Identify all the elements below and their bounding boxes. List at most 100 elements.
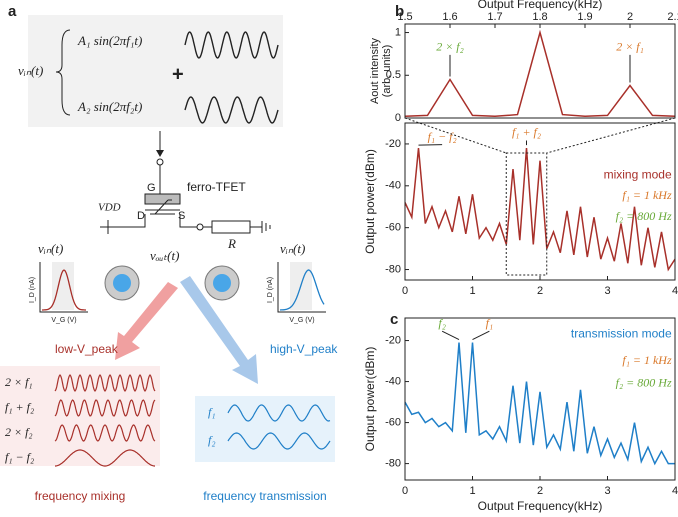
annotation: f₁ + f₂	[512, 125, 541, 139]
gate-terminal	[156, 158, 164, 166]
waveform	[54, 399, 156, 417]
x-tick-label: 1	[469, 485, 475, 497]
ferro-layer	[144, 193, 181, 205]
annotation: f₂	[438, 316, 446, 330]
axis	[277, 262, 326, 313]
axis-label: I_D (nA)	[29, 277, 36, 303]
y-axis-label: Output power(dBm)	[363, 149, 377, 254]
y-axis-label: (arb. units)	[381, 45, 393, 98]
y-tick-label: -80	[385, 458, 401, 470]
axis	[39, 262, 88, 313]
x-tick-label: 3	[604, 485, 610, 497]
mode-label: low-V_peak	[55, 342, 119, 356]
x-tick-label: 0	[402, 485, 408, 497]
y-tick-label: -20	[385, 334, 401, 346]
row-label: f₂	[208, 433, 216, 447]
drain-label: D	[137, 210, 145, 222]
output-label: vₒᵤₜ(t)	[150, 248, 179, 263]
resistor-label: R	[227, 236, 236, 251]
waveform	[184, 31, 279, 59]
mode-label: high-V_peak	[270, 342, 338, 356]
y-tick-label: -20	[385, 138, 401, 150]
x-tick-label: 2.1	[667, 11, 678, 23]
waveform	[184, 96, 279, 124]
resistor	[211, 220, 251, 234]
transfer-curve	[42, 269, 86, 311]
domain-icon	[113, 274, 131, 292]
waveform	[54, 424, 156, 442]
annotation: mixing mode	[604, 168, 672, 182]
x-tick-label: 1.6	[442, 11, 457, 23]
series-line	[404, 148, 676, 272]
annotation: 2 × f₁	[616, 40, 644, 54]
series-line	[404, 342, 675, 466]
caption: frequency mixing	[35, 489, 126, 503]
input-label: vᵢₙ(t)	[280, 241, 305, 256]
waveform	[227, 404, 331, 422]
annotation: 2 × f₂	[436, 40, 464, 54]
x-tick-label: 1.7	[487, 11, 502, 23]
row-label: 2 × f₂	[5, 425, 33, 439]
y-axis-label: Output power(dBm)	[363, 347, 377, 452]
panel-label: a	[8, 3, 17, 20]
plots: 1.5 1.6 1.7 1.8 1.9 2 2.1 0 0.5 1 Output Frequency…	[363, 0, 678, 513]
arrow-head	[156, 150, 164, 157]
annotation-arrow	[441, 330, 460, 341]
plot-frame	[404, 23, 676, 119]
input-box	[28, 15, 283, 127]
annotation: f₁	[486, 316, 494, 330]
row-label: 2 × f₁	[5, 375, 33, 389]
input-label: vᵢₙ(t)	[38, 241, 63, 256]
zoom-box	[505, 152, 548, 276]
x-axis-label: Output Frequency(kHz)	[478, 0, 603, 11]
device-label: ferro-TFET	[187, 180, 246, 194]
input-label: vᵢₙ(t)	[18, 63, 43, 78]
window	[52, 262, 74, 310]
panel-label: c	[390, 311, 398, 328]
wire	[100, 214, 271, 233]
transistor	[145, 199, 180, 215]
x-tick-label: 1	[469, 285, 475, 297]
gate-label: G	[147, 182, 156, 194]
axis-label: V_G (V)	[51, 317, 76, 324]
axis-label: V_G (V)	[289, 317, 314, 324]
mode-arrow	[180, 276, 258, 384]
plus: +	[172, 63, 184, 85]
annotation: f₂ = 800 Hz	[616, 209, 672, 223]
y-tick-label: 1	[395, 26, 401, 38]
plot-frame	[404, 122, 676, 281]
annotation-arrow	[472, 330, 490, 341]
supply-label: VDD	[98, 202, 121, 214]
y-tick-label: -60	[385, 222, 401, 234]
transfer-curve	[279, 269, 325, 311]
plot-frame	[404, 317, 676, 481]
y-tick-label: 0	[395, 112, 401, 124]
y-tick-label: -40	[385, 375, 401, 387]
annotation: f₁ = 1 kHz	[622, 353, 672, 367]
x-tick-label: 2	[537, 485, 543, 497]
x-tick-label: 0	[402, 285, 408, 297]
x-tick-label: 1.5	[397, 11, 412, 23]
source-label: S	[178, 210, 185, 222]
y-tick-label: 0.5	[386, 69, 401, 81]
annotation: f₁ = 1 kHz	[622, 188, 672, 202]
y-axis-label: Aout intensity	[369, 37, 381, 104]
x-tick-label: 2	[627, 11, 633, 23]
x-tick-label: 1.9	[577, 11, 592, 23]
domain-icon	[213, 274, 231, 292]
y-tick-label: -40	[385, 180, 401, 192]
caption: frequency transmission	[203, 489, 326, 503]
x-tick-label: 1.8	[532, 11, 547, 23]
x-tick-label: 3	[604, 285, 610, 297]
waveform	[227, 432, 331, 450]
signal-2: A₂ sin(2πf₂t)	[77, 99, 142, 114]
x-tick-label: 2	[537, 285, 543, 297]
waveform	[55, 449, 155, 467]
annotation: f₂ = 800 Hz	[616, 375, 672, 389]
brace	[55, 29, 71, 116]
panel-label: b	[395, 3, 404, 20]
row-label: f₁ − f₂	[5, 450, 34, 464]
mixing-box	[0, 366, 160, 466]
output-node	[196, 223, 204, 231]
